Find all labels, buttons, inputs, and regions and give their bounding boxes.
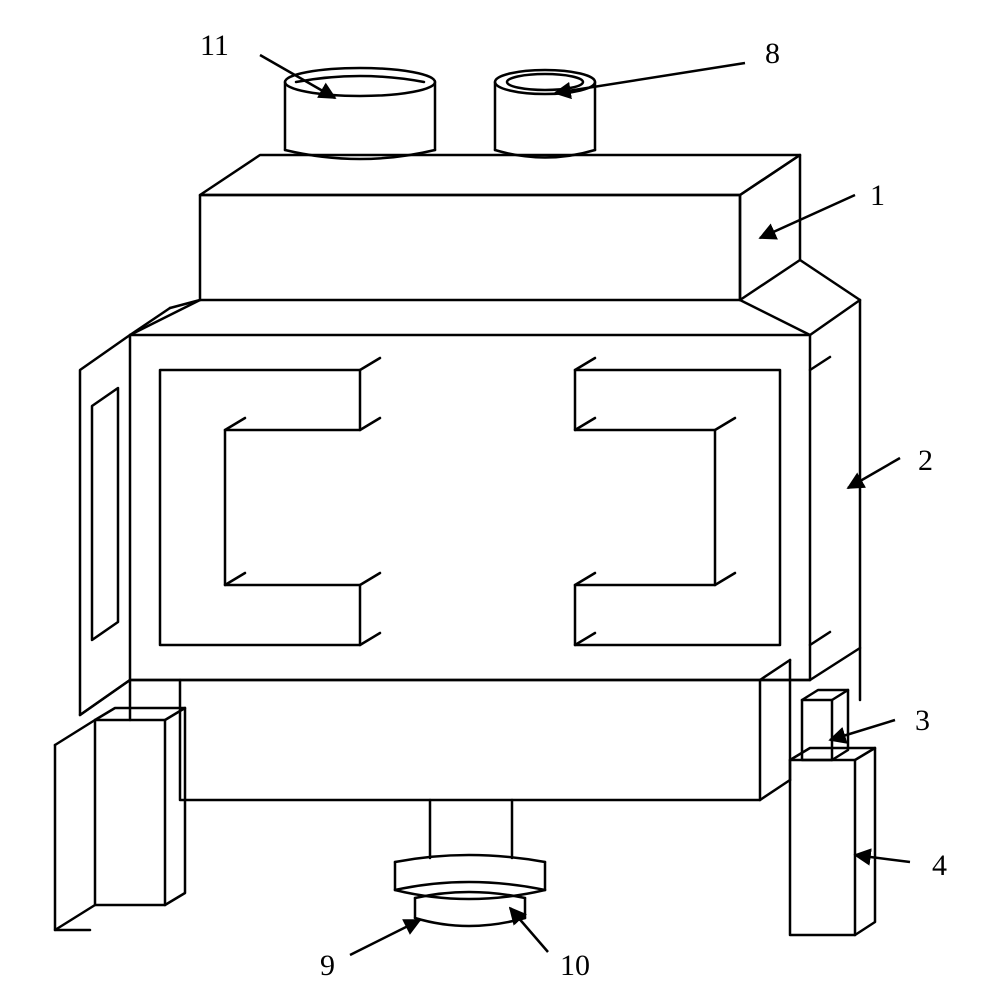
callout-label-11: 11 [200, 29, 229, 62]
callout-leader-2 [848, 458, 900, 488]
callout-label-9: 9 [320, 949, 335, 982]
callout-label-2: 2 [918, 444, 933, 477]
drawing-body [55, 68, 875, 935]
callout-label-8: 8 [765, 37, 780, 70]
callout-layer: 11 8 1 2 3 4 9 10 [200, 29, 947, 982]
callout-label-4: 4 [932, 849, 947, 882]
callout-label-10: 10 [560, 949, 590, 982]
callout-leader-3 [830, 720, 895, 740]
callout-leader-4 [855, 855, 910, 862]
callout-leader-9 [350, 920, 420, 955]
callout-label-1: 1 [870, 179, 885, 212]
technical-drawing: 11 8 1 2 3 4 9 10 [0, 0, 983, 1000]
callout-leader-10 [510, 908, 548, 952]
callout-label-3: 3 [915, 704, 930, 737]
callout-leader-8 [555, 63, 745, 93]
callout-leader-1 [760, 195, 855, 238]
callout-leader-11 [260, 55, 335, 98]
